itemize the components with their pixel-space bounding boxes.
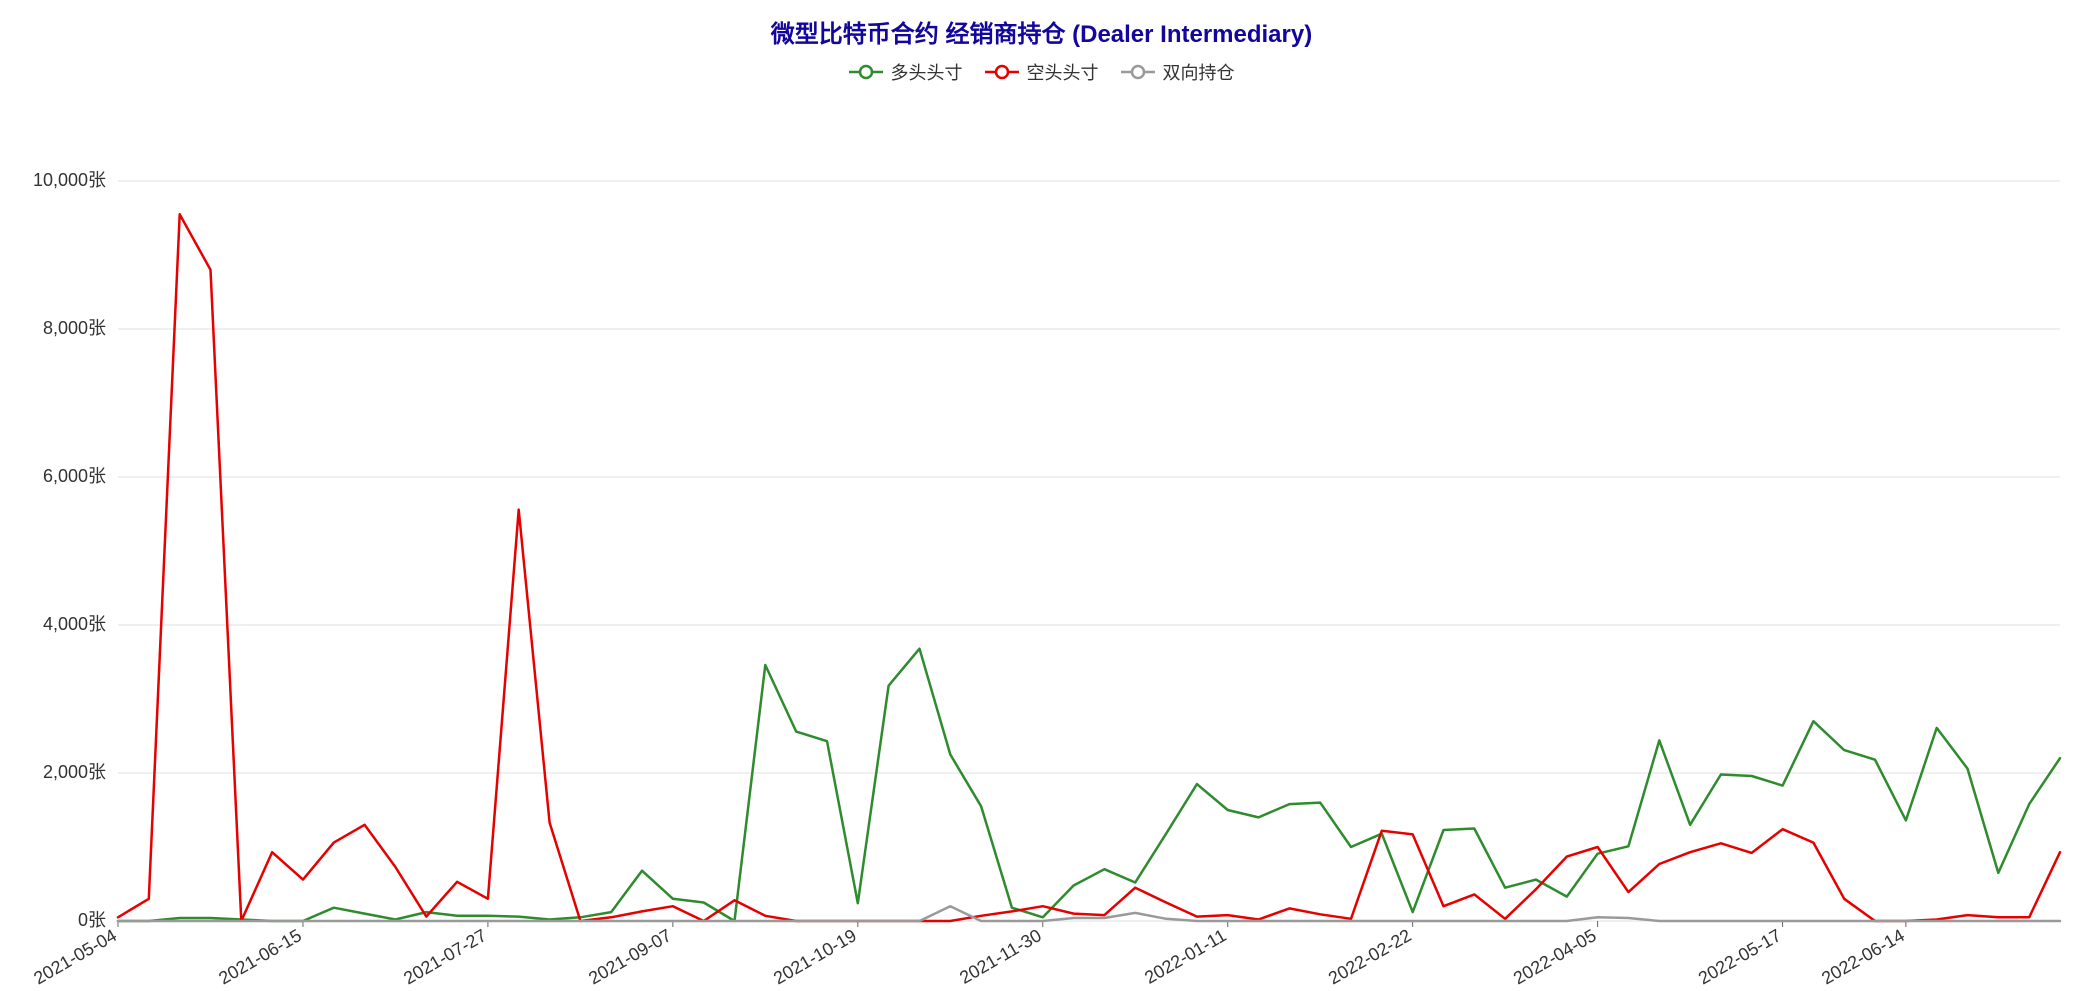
legend-item-long[interactable]: 多头头寸 <box>849 59 963 85</box>
svg-text:2021-07-27: 2021-07-27 <box>400 925 490 988</box>
svg-text:2021-05-04: 2021-05-04 <box>30 925 120 988</box>
svg-text:2022-02-22: 2022-02-22 <box>1325 925 1415 988</box>
legend-marker-short <box>985 63 1019 81</box>
svg-text:2022-04-05: 2022-04-05 <box>1510 925 1600 988</box>
svg-text:4,000张: 4,000张 <box>43 614 106 634</box>
svg-text:8,000张: 8,000张 <box>43 318 106 338</box>
legend-label-short: 空头头寸 <box>1027 59 1099 85</box>
legend-label-spread: 双向持仓 <box>1163 59 1235 85</box>
chart-container: 微型比特币合约 经销商持仓 (Dealer Intermediary) 多头头寸… <box>0 0 2083 991</box>
chart-title: 微型比特币合约 经销商持仓 (Dealer Intermediary) <box>0 0 2083 49</box>
svg-text:2022-05-17: 2022-05-17 <box>1695 925 1785 988</box>
svg-text:2022-01-11: 2022-01-11 <box>1141 925 1230 988</box>
svg-text:2022-06-14: 2022-06-14 <box>1818 925 1908 988</box>
legend-item-spread[interactable]: 双向持仓 <box>1121 59 1235 85</box>
svg-text:0张: 0张 <box>78 910 106 930</box>
svg-text:2021-10-19: 2021-10-19 <box>770 925 860 988</box>
svg-text:2021-06-15: 2021-06-15 <box>215 925 305 988</box>
legend-label-long: 多头头寸 <box>891 59 963 85</box>
legend-marker-spread <box>1121 63 1155 81</box>
svg-text:2021-09-07: 2021-09-07 <box>585 925 675 988</box>
legend: 多头头寸 空头头寸 双向持仓 <box>0 59 2083 85</box>
svg-text:2,000张: 2,000张 <box>43 762 106 782</box>
legend-item-short[interactable]: 空头头寸 <box>985 59 1099 85</box>
legend-marker-long <box>849 63 883 81</box>
svg-text:6,000张: 6,000张 <box>43 466 106 486</box>
svg-text:10,000张: 10,000张 <box>33 170 106 190</box>
svg-text:2021-11-30: 2021-11-30 <box>956 925 1045 988</box>
chart-plot: 0张 2,000张 4,000张 6,000张 8,000张 10,000张 2021-05… <box>0 85 2083 991</box>
